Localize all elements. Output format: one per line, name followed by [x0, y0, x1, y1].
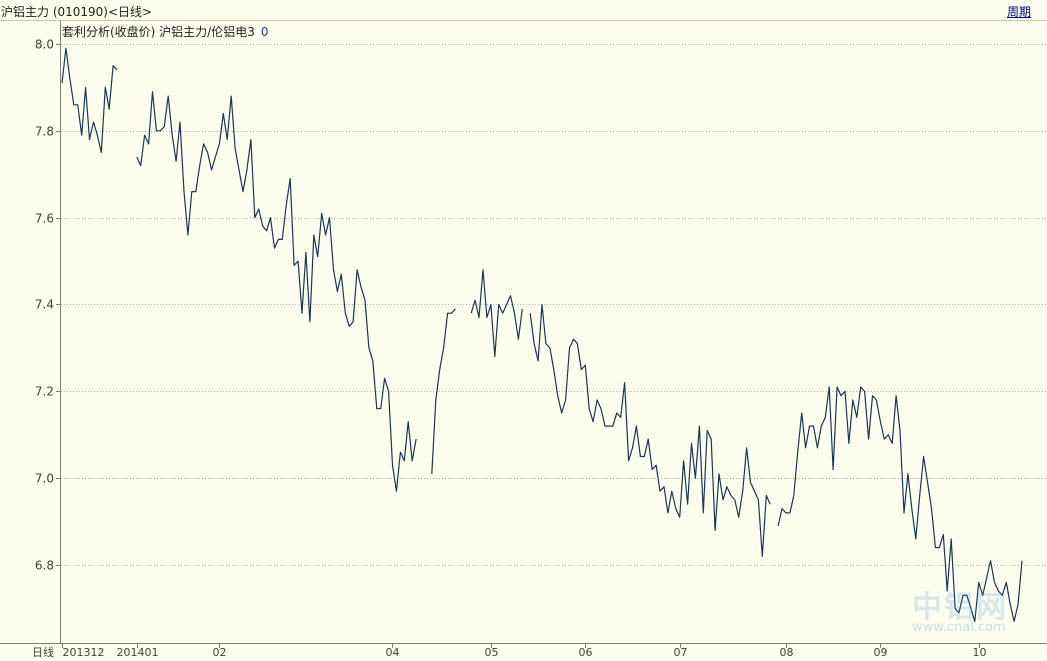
y-tick-label: 6.8 [35, 559, 54, 573]
y-tick-label: 7.4 [35, 298, 54, 312]
y-tick-label: 7.6 [35, 212, 54, 226]
grid-layer [61, 44, 1047, 566]
series-line-segment [136, 91, 417, 492]
period-button[interactable]: 周期 [1006, 5, 1031, 19]
title-bar: 沪铝主力 (010190)<日线> 周期 [0, 0, 1047, 21]
indicator-value: 0 [260, 25, 269, 39]
series-line-segment [431, 308, 456, 474]
series-line-segment [777, 386, 1023, 623]
x-tick-label: 07 [674, 646, 688, 659]
x-tick-labels: 20131220140102040506070809101112 [62, 644, 987, 659]
watermark-url: www.cnal.com [912, 620, 1006, 635]
indicator-label: 套利分析(收盘价) 沪铝主力/伦铝电3 [62, 25, 255, 39]
y-tick-label: 7.2 [35, 385, 54, 399]
y-tick-label: 7.0 [35, 472, 54, 486]
series-line-segment [470, 269, 523, 358]
y-tick-labels: 8.0 7.8 7.6 7.4 7.2 7.0 6.8 [35, 38, 61, 573]
x-tick-label: 04 [386, 646, 400, 659]
x-tick-label: 201312 [63, 646, 105, 659]
indicator-legend: 套利分析(收盘价) 沪铝主力/伦铝电3 0 [62, 23, 269, 40]
x-axis-label: 日线 [32, 645, 54, 659]
watermark-logo: 中铝网 [912, 590, 1008, 625]
series-line-segment [61, 47, 118, 154]
x-tick-label: 10 [973, 646, 987, 659]
x-tick-label: 06 [579, 646, 593, 659]
x-tick-label: 08 [780, 646, 794, 659]
series-line-layer [61, 47, 1023, 623]
y-tick-label: 7.8 [35, 125, 54, 139]
x-tick-label: 02 [213, 646, 227, 659]
x-tick-label: 05 [485, 646, 499, 659]
y-tick-label: 8.0 [35, 38, 54, 52]
x-tick-label: 09 [874, 646, 888, 659]
series-line-segment [529, 303, 771, 557]
x-tick-label: 201401 [117, 646, 159, 659]
window-title: 沪铝主力 (010190)<日线> [1, 5, 153, 19]
